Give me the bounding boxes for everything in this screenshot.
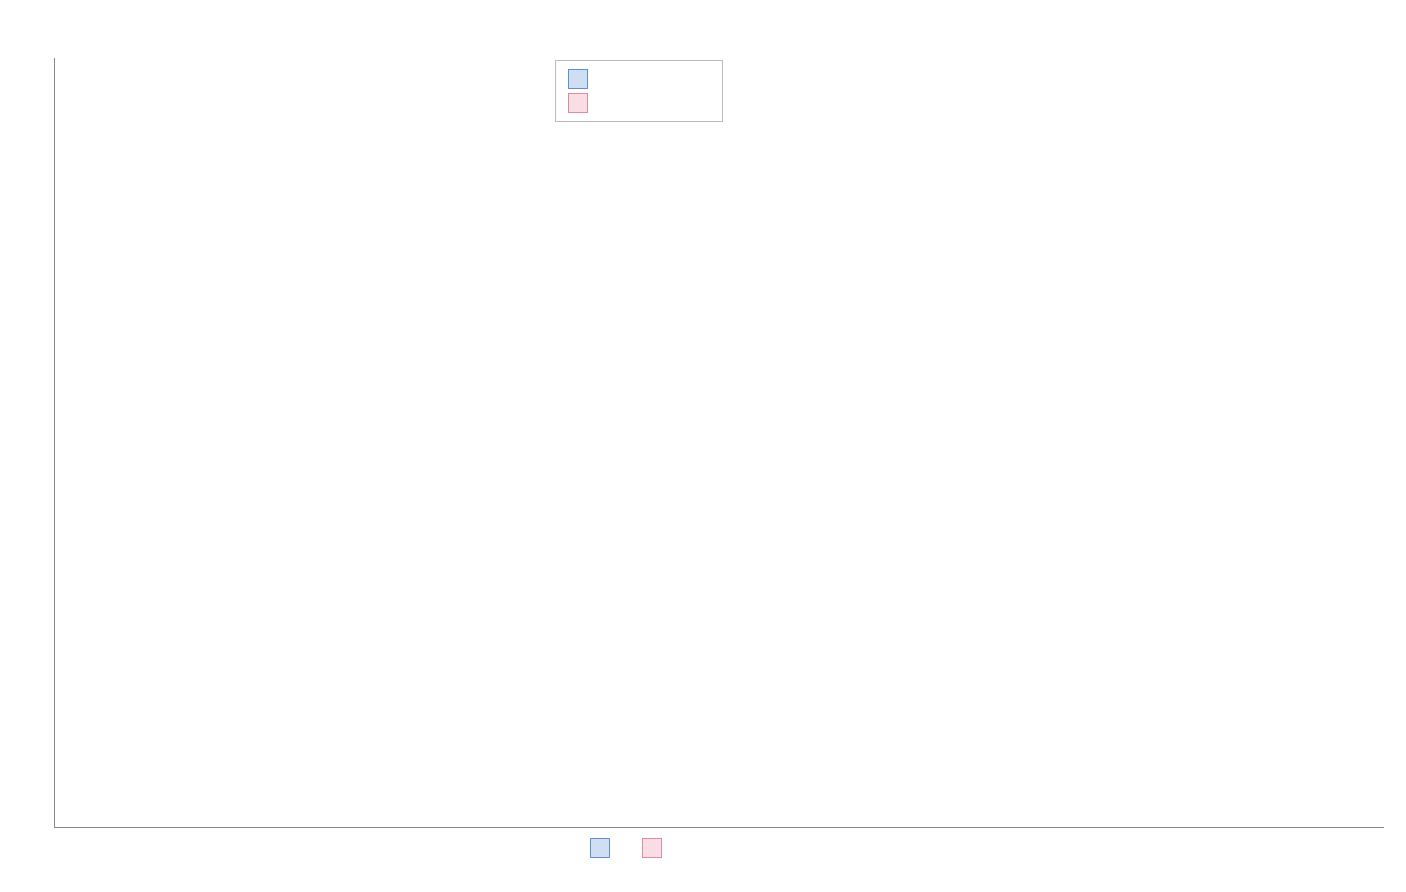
stats-legend-row-english [568,67,710,91]
swatch-slavs [568,93,588,113]
plot-svg [55,58,1384,827]
stats-legend [555,60,723,122]
swatch-slavs [642,838,662,858]
swatch-english [568,69,588,89]
stats-legend-row-slavs [568,91,710,115]
plot-area [54,58,1384,828]
swatch-english [590,838,610,858]
series-legend-slavs [642,836,670,860]
series-legend [590,836,670,860]
chart-container [0,0,1406,892]
series-legend-english [590,836,618,860]
